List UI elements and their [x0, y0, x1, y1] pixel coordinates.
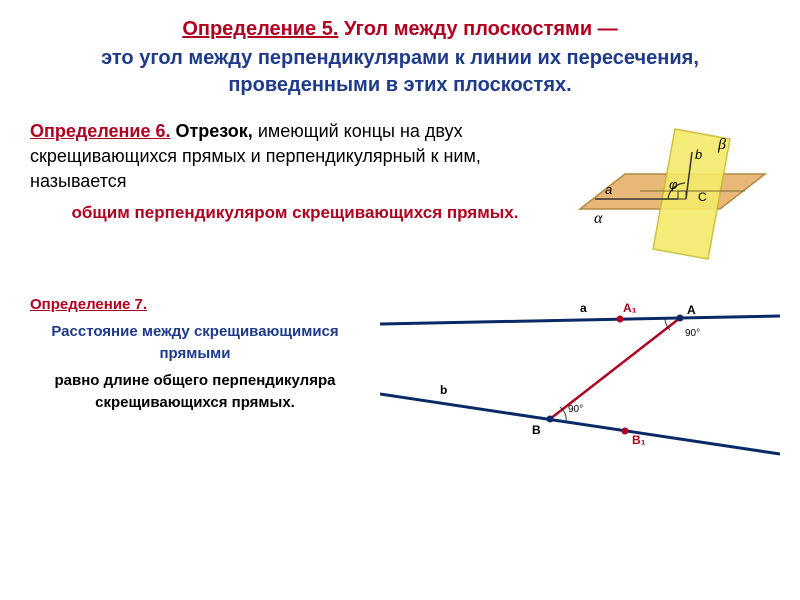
point-A1 — [617, 316, 624, 323]
angle-bot-label: 90° — [568, 404, 583, 415]
label-A1: A₁ — [623, 301, 637, 315]
point-B — [547, 416, 554, 423]
def6-red2: общим перпендикуляром скрещивающихся пря… — [30, 201, 560, 225]
label-beta: β — [717, 136, 726, 153]
label-B: B — [532, 423, 541, 437]
def5-title-underline: Определение 5. — [182, 18, 338, 40]
point-B1 — [622, 428, 629, 435]
def6-bold1: Отрезок, — [170, 121, 252, 141]
angle-top-label: 90° — [685, 328, 700, 339]
point-A — [677, 315, 684, 322]
label-phi: φ — [669, 177, 678, 192]
def6-head: Определение 6. — [30, 121, 170, 141]
label-a: a — [605, 182, 612, 197]
line-b-skew — [380, 394, 780, 454]
planes-diagram: a b φ C α β — [570, 119, 780, 279]
label-B1: B₁ — [632, 433, 646, 447]
def5-body: это угол между перпендикулярами к линии … — [50, 45, 750, 99]
definition-5: Определение 5. Угол между плоскостями — … — [0, 0, 800, 109]
label-A: A — [687, 303, 696, 317]
lines-diagram: a b A A₁ B B₁ 90° 90° — [380, 294, 790, 474]
def7-blue: Расстояние между скрещивающимися прямыми — [30, 321, 360, 366]
def5-title: Определение 5. Угол между плоскостями — — [50, 18, 750, 41]
line-a-skew — [380, 316, 780, 324]
label-c: C — [698, 190, 707, 204]
label-line-a: a — [580, 301, 587, 315]
def7-head: Определение 7. — [30, 296, 147, 313]
label-alpha: α — [594, 210, 603, 227]
label-line-b: b — [440, 383, 447, 397]
def7-rest: равно длине общего перпендикуляра скрещи… — [30, 370, 360, 415]
definition-7: Определение 7. Расстояние между скрещива… — [30, 294, 360, 415]
definition-6: Определение 6. Отрезок, имеющий концы на… — [30, 119, 560, 224]
label-b: b — [695, 147, 702, 162]
def5-title-rest: Угол между плоскостями — — [338, 18, 617, 40]
